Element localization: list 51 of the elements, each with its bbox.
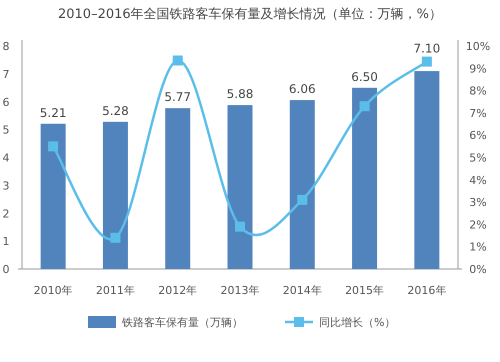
bar — [290, 100, 315, 269]
bar — [40, 124, 66, 269]
x-tick-label: 2016年 — [407, 284, 446, 297]
bar — [165, 108, 190, 269]
point — [422, 56, 432, 67]
data-label: 5.28 — [102, 104, 129, 118]
legend-label: 同比增长（%） — [319, 316, 396, 329]
data-label: 7.10 — [414, 42, 440, 56]
data-label: 5.77 — [164, 90, 192, 104]
legend-label: 铁路客车保有量（万辆） — [121, 316, 243, 329]
y-tick-label: 6 — [2, 96, 10, 109]
y2-tick-label: 1% — [469, 240, 487, 254]
y2-tick-label: 3% — [469, 196, 487, 210]
bar — [414, 71, 440, 269]
point — [360, 101, 370, 112]
data-label: 5.21 — [40, 106, 66, 120]
y2-tick-label: 4% — [469, 174, 487, 187]
x-tick-label: 2011年 — [96, 284, 135, 297]
bar — [102, 122, 128, 269]
x-tick-label: 2014年 — [282, 284, 322, 297]
point — [110, 232, 120, 243]
point — [235, 222, 245, 232]
y-tick-label: 5 — [2, 124, 10, 137]
y-tick-label: 1 — [2, 235, 10, 248]
y-tick-label: 7 — [2, 68, 10, 81]
y2-tick-label: 0% — [469, 263, 487, 276]
x-tick-label: 2013年 — [220, 284, 260, 297]
data-label: 5.88 — [226, 87, 254, 102]
x-tick-label: 2015年 — [345, 284, 384, 297]
y2-tick-label: 7% — [469, 106, 487, 120]
y2-tick-label: 6% — [469, 129, 487, 142]
y-tick-label: 2 — [2, 207, 10, 220]
point — [297, 194, 308, 205]
x-tick-label: 2010年 — [34, 284, 73, 297]
x-tick-label: 2012年 — [158, 284, 198, 297]
y2-tick-label: 2% — [469, 218, 487, 232]
y-tick-label: 4 — [2, 152, 10, 164]
y2-tick-label: 9% — [469, 62, 487, 76]
point — [172, 55, 183, 66]
y-tick-label: 0 — [2, 263, 10, 276]
y-tick-label: 3 — [2, 179, 10, 192]
bar — [228, 105, 252, 269]
y-tick-label: 8 — [2, 40, 10, 53]
chart-title: 2010–2016年全国铁路客车保有量及增长情况（单位：万辆，%） — [58, 6, 442, 22]
data-label: 6.06 — [288, 82, 316, 96]
y2-tick-label: 8% — [469, 84, 487, 98]
point — [48, 141, 58, 152]
y2-tick-label: 5% — [469, 152, 487, 164]
bar — [352, 88, 378, 269]
y2-tick-label: 10% — [466, 40, 490, 53]
data-label: 6.50 — [351, 70, 378, 84]
